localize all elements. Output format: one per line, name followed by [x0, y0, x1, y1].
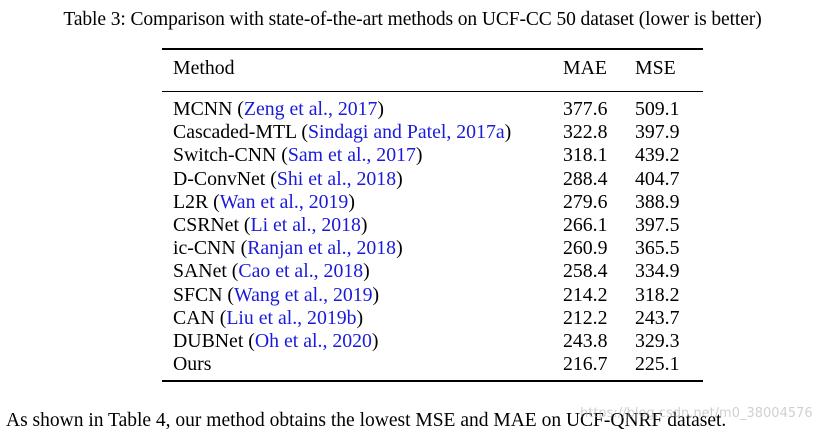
- method-name: ic-CNN: [173, 237, 236, 260]
- table-row: CAN (Liu et al., 2019b) 212.2 243.7: [162, 307, 703, 330]
- bottom-rule: [162, 380, 703, 383]
- comparison-table: Method MAE MSE MCNN (Zeng et al., 2017) …: [162, 48, 703, 383]
- method-cell: D-ConvNet (Shi et al., 2018): [173, 167, 403, 190]
- method-name: CAN: [173, 306, 215, 329]
- table-body: MCNN (Zeng et al., 2017) 377.6 509.1 Cas…: [162, 92, 703, 376]
- header-rule: [162, 91, 703, 92]
- method-name: MCNN: [173, 98, 233, 120]
- method-cell: MCNN (Zeng et al., 2017): [173, 98, 384, 120]
- method-cell: L2R (Wan et al., 2019): [173, 190, 355, 213]
- mse-cell: 404.7: [635, 167, 680, 190]
- mse-cell: 329.3: [635, 329, 680, 352]
- mse-cell: 397.5: [635, 213, 680, 236]
- table-row: Cascaded-MTL (Sindagi and Patel, 2017a) …: [162, 121, 703, 144]
- table-row: Switch-CNN (Sam et al., 2017) 318.1 439.…: [162, 144, 703, 167]
- table-row: MCNN (Zeng et al., 2017) 377.6 509.1: [162, 98, 703, 121]
- table-row: CSRNet (Li et al., 2018) 266.1 397.5: [162, 214, 703, 237]
- mae-cell: 214.2: [563, 283, 608, 306]
- citation-link[interactable]: Sam et al., 2017: [287, 144, 416, 167]
- method-cell: SANet (Cao et al., 2018): [173, 260, 370, 283]
- mae-cell: 212.2: [563, 306, 608, 329]
- method-cell: DUBNet (Oh et al., 2020): [173, 329, 379, 352]
- citation-link[interactable]: Cao et al., 2018: [238, 260, 364, 283]
- mae-cell: 322.8: [563, 121, 608, 144]
- mae-cell: 318.1: [563, 144, 608, 167]
- mae-cell: 243.8: [563, 329, 608, 352]
- mse-cell: 243.7: [635, 306, 680, 329]
- watermark: https://blog.csdn.net/m0_38004576: [580, 406, 813, 421]
- method-name: CSRNet: [173, 213, 239, 236]
- method-cell: CSRNet (Li et al., 2018): [173, 213, 368, 236]
- mse-cell: 225.1: [635, 353, 680, 376]
- header-mae: MAE: [563, 57, 607, 79]
- mse-cell: 397.9: [635, 121, 680, 144]
- method-name: L2R: [173, 190, 209, 213]
- body-paragraph: As shown in Table 4, our method obtains …: [6, 410, 727, 431]
- table-row-ours: Ours 216.7 225.1: [162, 353, 703, 376]
- mse-cell: 439.2: [635, 144, 680, 167]
- table-header-row: Method MAE MSE: [162, 54, 703, 82]
- mse-cell: 388.9: [635, 190, 680, 213]
- mse-cell: 509.1: [635, 98, 680, 120]
- method-name: SANet: [173, 260, 227, 283]
- table-row: SANet (Cao et al., 2018) 258.4 334.9: [162, 260, 703, 283]
- citation-link[interactable]: Zeng et al., 2017: [243, 98, 378, 120]
- mae-cell: 260.9: [563, 237, 608, 260]
- method-cell: Switch-CNN (Sam et al., 2017): [173, 144, 423, 167]
- mse-cell: 365.5: [635, 237, 680, 260]
- mae-cell: 266.1: [563, 213, 608, 236]
- method-cell: ic-CNN (Ranjan et al., 2018): [173, 237, 403, 260]
- citation-link[interactable]: Liu et al., 2019b: [226, 306, 357, 329]
- mae-cell: 288.4: [563, 167, 608, 190]
- mse-cell: 318.2: [635, 283, 680, 306]
- citation-link[interactable]: Shi et al., 2018: [276, 167, 397, 190]
- method-name: D-ConvNet: [173, 167, 266, 190]
- table-row: ic-CNN (Ranjan et al., 2018) 260.9 365.5: [162, 237, 703, 260]
- citation-link[interactable]: Li et al., 2018: [250, 213, 361, 236]
- mse-cell: 334.9: [635, 260, 680, 283]
- method-name: SFCN: [173, 283, 223, 306]
- method-name: DUBNet: [173, 329, 244, 352]
- table-row: DUBNet (Oh et al., 2020) 243.8 329.3: [162, 330, 703, 353]
- mae-cell: 279.6: [563, 190, 608, 213]
- header-mse: MSE: [635, 57, 676, 79]
- table-row: SFCN (Wang et al., 2019) 214.2 318.2: [162, 284, 703, 307]
- citation-link[interactable]: Sindagi and Patel, 2017a: [307, 121, 505, 144]
- mae-cell: 258.4: [563, 260, 608, 283]
- method-cell: Ours: [173, 353, 211, 376]
- table-row: D-ConvNet (Shi et al., 2018) 288.4 404.7: [162, 168, 703, 191]
- method-cell: SFCN (Wang et al., 2019): [173, 283, 380, 306]
- table-row: L2R (Wan et al., 2019) 279.6 388.9: [162, 191, 703, 214]
- header-method: Method: [173, 57, 235, 79]
- citation-link[interactable]: Wan et al., 2019: [219, 190, 349, 213]
- method-cell: Cascaded-MTL (Sindagi and Patel, 2017a): [173, 121, 512, 144]
- citation-link[interactable]: Ranjan et al., 2018: [247, 237, 397, 260]
- table-caption: Table 3: Comparison with state-of-the-ar…: [63, 9, 762, 30]
- method-name: Cascaded-MTL: [173, 121, 297, 144]
- citation-link[interactable]: Wang et al., 2019: [234, 283, 373, 306]
- top-rule: [162, 48, 703, 50]
- method-cell: CAN (Liu et al., 2019b): [173, 306, 364, 329]
- method-name: Switch-CNN: [173, 144, 277, 167]
- mae-cell: 216.7: [563, 353, 608, 376]
- mae-cell: 377.6: [563, 98, 608, 120]
- method-name: Ours: [173, 353, 212, 376]
- citation-link[interactable]: Oh et al., 2020: [254, 329, 372, 352]
